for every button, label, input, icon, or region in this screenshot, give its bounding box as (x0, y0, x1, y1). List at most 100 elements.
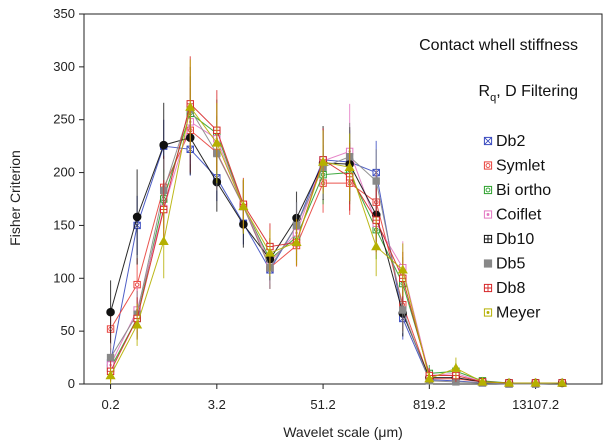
data-point-db10 (106, 307, 115, 317)
data-point-meyer-shape (503, 377, 515, 387)
data-point-meyer-shape (185, 101, 196, 111)
annotation-filtering: Rq, D Filtering (479, 83, 578, 104)
x-tick-label: 819.2 (413, 397, 446, 412)
data-point-meyer-shape (344, 162, 355, 171)
legend-swatch-db2 (483, 136, 493, 146)
data-point-meyer-shape (477, 376, 488, 386)
legend-swatch-db5 (483, 259, 493, 268)
legend-swatch-bi-ortho-shape (483, 185, 493, 195)
x-axis-title: Wavelet scale (μm) (283, 424, 403, 440)
annotation-title: Contact whell stiffness (419, 37, 578, 54)
data-point-meyer-shape (238, 201, 249, 211)
data-point-db10-shape (159, 140, 168, 150)
data-point-symlet-ring (134, 282, 140, 287)
data-point-meyer (185, 101, 196, 111)
x-tick-label: 3.2 (208, 397, 226, 412)
y-tick-label: 200 (53, 165, 75, 180)
legend-item-db5: Db5 (483, 256, 525, 273)
legend-swatch-bi-ortho-ring (485, 187, 491, 193)
data-point-db5-shape (372, 177, 380, 185)
data-point-db10-shape (132, 212, 142, 222)
legend-swatch-meyer-dot (486, 311, 490, 314)
data-point-meyer (344, 162, 355, 171)
series-line-meyer (110, 105, 563, 384)
data-point-meyer (158, 236, 169, 245)
legend-swatch-db8-plus (484, 284, 492, 292)
data-point-db5 (106, 353, 115, 362)
legend-swatch-coiflet (483, 210, 493, 219)
plot-area (83, 13, 603, 385)
legend-swatch-db10-plus (484, 235, 492, 243)
legend-swatch-coiflet-dot (486, 213, 490, 216)
legend-swatch-db5-shape (483, 259, 493, 268)
y-tick-label: 150 (53, 217, 75, 232)
legend-item-meyer: Meyer (483, 305, 541, 322)
data-point-meyer (503, 377, 515, 387)
y-tick-label: 250 (53, 112, 75, 127)
data-point-meyer-shape (424, 373, 435, 383)
data-point-db5-shape (399, 306, 407, 314)
data-point-db5 (372, 177, 380, 185)
data-point-meyer (397, 264, 408, 274)
data-point-meyer-shape (105, 370, 116, 380)
data-point-meyer (264, 247, 276, 257)
data-point-db5-shape (106, 353, 115, 362)
annotation-r: R (479, 83, 491, 100)
y-tick-label: 100 (53, 270, 75, 285)
data-point-meyer (105, 370, 116, 380)
annotation-subscript: q (490, 92, 496, 104)
y-tick-label: 350 (53, 6, 75, 21)
data-point-meyer (371, 241, 382, 251)
data-point-meyer-shape (132, 319, 143, 329)
legend-swatch-db8 (483, 283, 493, 293)
data-point-db5 (399, 306, 407, 314)
y-axis: 0 50 100 150 200 250 300 350 (53, 6, 84, 391)
legend-label-coiflet: Coiflet (496, 207, 542, 224)
legend-item-coiflet: Coiflet (483, 207, 542, 224)
x-tick-label: 13107.2 (512, 397, 559, 412)
legend-swatch-db2-cross (484, 137, 492, 145)
data-point-meyer (291, 237, 302, 247)
x-tick-label: 51.2 (310, 397, 335, 412)
y-tick-label: 300 (53, 59, 75, 74)
legend-label-db5: Db5 (496, 256, 525, 273)
data-point-meyer-shape (371, 241, 382, 251)
legend-label-meyer: Meyer (496, 305, 541, 322)
legend-label-bi-ortho: Bi ortho (496, 182, 551, 199)
legend-label-symlet: Symlet (496, 158, 545, 175)
legend-swatch-symlet-shape (483, 161, 493, 170)
data-point-meyer-shape (211, 137, 222, 147)
legend-swatch-db10 (483, 234, 493, 244)
data-point-db10 (159, 140, 168, 150)
data-point-meyer-shape (530, 377, 541, 387)
legend-swatch-bi-ortho (483, 185, 493, 195)
data-point-meyer-shape (450, 362, 461, 372)
data-point-db10-shape (106, 307, 115, 317)
x-tick-label: 0.2 (102, 397, 120, 412)
data-point-meyer-shape (397, 264, 408, 274)
y-axis-title: Fisher Criterion (7, 150, 23, 246)
x-axis: 0.2 3.2 51.2 819.2 13107.2 (102, 384, 559, 412)
data-point-db10 (132, 212, 142, 222)
data-point-meyer (557, 377, 568, 387)
y-tick-label: 0 (68, 376, 75, 391)
data-point-meyer (238, 201, 249, 211)
data-point-meyer (318, 156, 329, 166)
data-point-meyer-shape (318, 156, 329, 166)
legend-label-db10: Db10 (496, 231, 534, 248)
data-point-meyer-shape (158, 236, 169, 245)
legend-swatch-symlet-ring (485, 163, 491, 168)
data-point-meyer-shape (291, 237, 302, 247)
legend-item-db10: Db10 (483, 231, 534, 248)
data-point-meyer (132, 319, 143, 329)
legend-item-symlet: Symlet (483, 158, 545, 175)
legend: Db2 Symlet Bi ortho Coiflet Db10 Db5 Db8 Meyer (483, 133, 551, 322)
data-point-meyer (211, 137, 222, 147)
data-point-meyer (424, 373, 435, 383)
y-tick-label: 50 (61, 323, 75, 338)
annotation-filtering-text: , D Filtering (496, 83, 578, 100)
legend-label-db8: Db8 (496, 280, 525, 297)
legend-swatch-symlet (483, 161, 493, 170)
legend-item-db8: Db8 (483, 280, 525, 297)
